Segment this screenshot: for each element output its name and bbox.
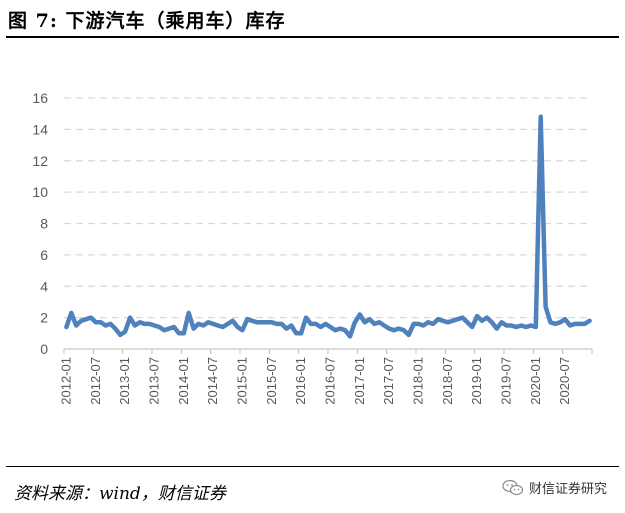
x-tick-label: 2012-01 xyxy=(58,357,73,405)
x-tick-label: 2014-07 xyxy=(205,357,220,405)
x-tick-label: 2015-01 xyxy=(234,357,249,405)
x-tick-label: 2020-07 xyxy=(557,357,572,405)
y-tick-label: 0 xyxy=(40,341,48,357)
x-tick-label: 2018-07 xyxy=(440,357,455,405)
x-tick-label: 2017-01 xyxy=(352,357,367,405)
source-note: 资料来源：wind，财信证券 xyxy=(14,484,226,504)
y-axis-ticks: 0 2 4 6 8 10 12 14 16 xyxy=(32,90,48,357)
y-tick-label: 2 xyxy=(40,310,48,326)
x-axis-ticks: 2012-01 2012-07 2013-01 2013-07 2014-01 2014-… xyxy=(58,349,593,405)
y-tick-label: 4 xyxy=(40,278,48,294)
watermark: 财信证券研究 xyxy=(502,478,607,497)
series-layer xyxy=(64,114,592,339)
bottom-rule xyxy=(6,466,619,467)
x-tick-label: 2013-01 xyxy=(117,357,132,405)
y-tick-label: 10 xyxy=(32,184,48,200)
y-tick-label: 14 xyxy=(32,121,48,137)
watermark-text: 财信证券研究 xyxy=(528,482,607,497)
y-tick-label: 6 xyxy=(40,247,48,263)
x-tick-label: 2016-01 xyxy=(293,357,308,405)
figure-title: 图 7: 下游汽车（乘用车）库存 xyxy=(8,10,286,32)
y-tick-label: 8 xyxy=(40,216,48,232)
x-tick-label: 2015-07 xyxy=(264,357,279,405)
x-tick-label: 2016-07 xyxy=(322,357,337,405)
x-tick-label: 2013-07 xyxy=(146,357,161,405)
x-tick-label: 2014-01 xyxy=(176,357,191,405)
x-tick-label: 2019-01 xyxy=(469,357,484,405)
series-line xyxy=(64,114,592,339)
gridlines xyxy=(64,97,592,319)
x-tick-label: 2018-01 xyxy=(410,357,425,405)
x-tick-label: 2020-01 xyxy=(528,357,543,405)
y-tick-label: 12 xyxy=(32,153,48,169)
x-tick-label: 2017-07 xyxy=(381,357,396,405)
y-tick-label: 16 xyxy=(32,90,48,106)
wechat-icon xyxy=(502,479,524,495)
x-tick-label: 2019-07 xyxy=(498,357,513,405)
top-rule xyxy=(6,36,619,38)
x-tick-label: 2012-07 xyxy=(88,357,103,405)
